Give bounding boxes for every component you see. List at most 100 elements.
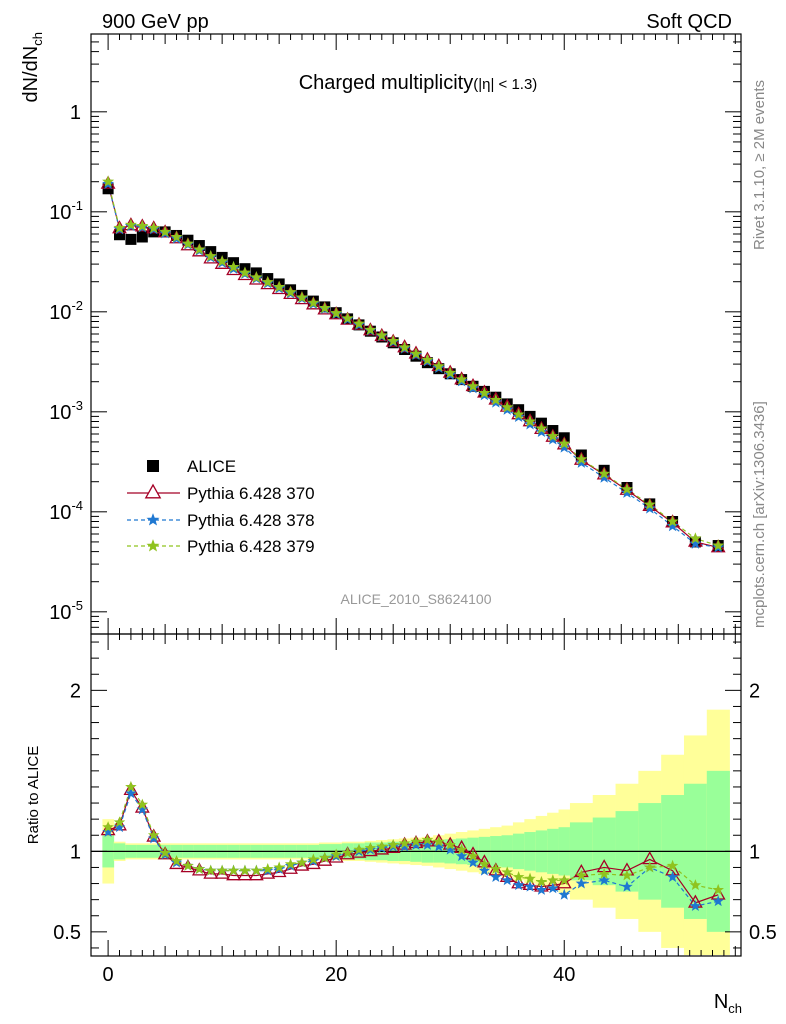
- ratio-point-p370: [214, 865, 230, 879]
- ratio-point-p379: [227, 864, 240, 876]
- ratio-point-p379: [193, 863, 206, 874]
- ratio-point-p378: [410, 838, 422, 850]
- main-y-tick-base: 10: [49, 502, 71, 524]
- data-point-p379: [250, 271, 263, 283]
- main-title-text: Charged multiplicity: [299, 72, 474, 94]
- ratio-point-p379: [136, 798, 149, 810]
- ratio-point-p379: [376, 840, 388, 852]
- ratio-point-p370: [385, 839, 401, 853]
- data-point-p379: [364, 323, 377, 336]
- main-y-tick-base: 10: [49, 302, 71, 324]
- main-y-tick-label: 1: [70, 102, 81, 124]
- data-point-p379: [535, 422, 548, 434]
- data-point-p379: [136, 219, 149, 232]
- ratio-point-p379: [535, 875, 548, 887]
- main-panel: 110-110-210-310-410-5 Charged multiplici…: [20, 32, 742, 635]
- ratio-point-p379: [689, 879, 702, 891]
- ratio-point-p370: [340, 846, 355, 860]
- data-point-p379: [375, 329, 388, 341]
- data-point-alice: [148, 226, 160, 238]
- ratio-y-tick-label: 2: [70, 680, 81, 702]
- ratio-point-p378: [136, 803, 149, 815]
- ratio-y-tick-label-right: 0.5: [749, 922, 777, 944]
- ratio-point-p379: [467, 850, 479, 862]
- ratio-point-p379: [182, 859, 194, 871]
- ratio-point-p379: [644, 861, 656, 873]
- ratio-point-p370: [169, 855, 184, 870]
- data-point-p379: [512, 408, 525, 420]
- x-axis-label-main: N: [714, 991, 728, 1013]
- ratio-point-p379: [524, 872, 536, 884]
- main-y-axis-label-sub: ch: [30, 32, 45, 46]
- ratio-point-p379: [398, 837, 411, 849]
- data-point-p379: [712, 539, 725, 551]
- ratio-point-p378: [421, 838, 434, 850]
- ratio-point-p370: [522, 876, 538, 891]
- data-point-p379: [666, 515, 679, 527]
- main-marks: [100, 175, 726, 553]
- ratio-marks: [100, 780, 726, 911]
- ratio-point-p370: [351, 844, 367, 858]
- main-y-tick-exp: -1: [71, 198, 83, 213]
- ratio-point-p370: [511, 875, 527, 889]
- data-point-p379: [170, 230, 183, 243]
- legend-entry-label: Pythia 6.428 378: [187, 511, 315, 530]
- data-point-p379: [147, 221, 160, 234]
- main-y-tick-base: 10: [49, 402, 71, 424]
- data-point-alice: [136, 231, 148, 243]
- ratio-point-p378: [102, 825, 114, 837]
- data-point-p379: [159, 225, 172, 238]
- ratio-point-p370: [556, 875, 572, 889]
- ratio-y-tick-label: 1: [70, 841, 81, 863]
- ratio-point-p379: [712, 883, 724, 895]
- data-point-p379: [284, 285, 297, 298]
- ratio-point-p379: [319, 851, 331, 863]
- data-point-p379: [489, 393, 502, 406]
- ratio-y-axis-label: Ratio to ALICE: [25, 746, 42, 844]
- data-point-p379: [113, 221, 126, 234]
- ratio-point-p379: [239, 864, 251, 876]
- ratio-y-tick-label-right: 2: [749, 680, 760, 702]
- data-point-p379: [341, 312, 354, 324]
- main-title-suffix: (|η| < 1.3): [473, 76, 537, 93]
- data-point-p378: [643, 502, 656, 514]
- ratio-y-tick-label-right: 1: [749, 841, 760, 863]
- data-point-p378: [575, 456, 588, 468]
- ratio-point-p378: [575, 877, 588, 889]
- ratio-point-p378: [125, 787, 137, 799]
- ratio-point-p379: [421, 834, 434, 845]
- data-point-p379: [193, 243, 206, 255]
- main-y-axis: 110-110-210-310-410-5: [49, 33, 741, 635]
- ratio-point-p370: [112, 817, 127, 831]
- data-point-p378: [598, 471, 611, 483]
- data-point-p379: [598, 467, 611, 479]
- ratio-point-p378: [689, 900, 702, 911]
- ratio-point-p370: [134, 799, 150, 813]
- ratio-point-p379: [490, 863, 502, 874]
- legend-entry-label: Pythia 6.428 370: [187, 484, 315, 503]
- data-point-p379: [501, 400, 514, 413]
- data-point-p379: [432, 359, 445, 372]
- ratio-point-p379: [478, 858, 491, 870]
- data-point-p379: [398, 341, 411, 353]
- ratio-point-p379: [621, 869, 633, 881]
- data-point-p379: [466, 379, 480, 392]
- ratio-point-p370: [100, 822, 116, 836]
- ratio-point-p379: [410, 835, 422, 847]
- ratio-point-p370: [397, 836, 413, 850]
- source-label: mcplots.cern.ch [arXiv:1306.3436]: [751, 401, 768, 628]
- ratio-point-p379: [102, 821, 114, 833]
- x-tick-label: 0: [103, 964, 114, 986]
- ratio-point-p379: [512, 871, 525, 883]
- main-y-tick-label: 10-3: [49, 398, 83, 424]
- main-y-tick-label: 10-1: [49, 198, 83, 224]
- ratio-point-p379: [341, 846, 354, 858]
- legend-marker-star: [146, 539, 160, 552]
- ratio-point-p379: [170, 854, 183, 866]
- legend-marker-triangle: [144, 483, 162, 499]
- ratio-point-p378: [512, 879, 525, 891]
- uncertainty-bands: [91, 709, 741, 955]
- ratio-point-p378: [444, 843, 456, 855]
- process-label: Soft QCD: [646, 11, 732, 33]
